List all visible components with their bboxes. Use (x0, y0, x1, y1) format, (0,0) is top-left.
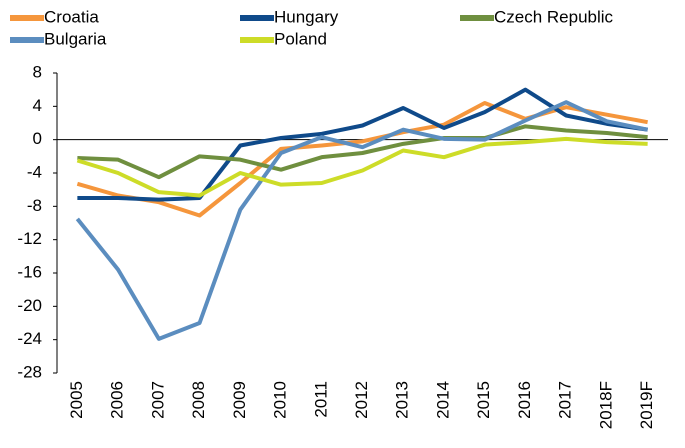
y-tick-label: -24 (17, 329, 42, 348)
y-tick-label: 0 (33, 129, 42, 148)
x-tick-label: 2017 (556, 381, 575, 419)
series-line (76, 136, 648, 198)
x-tick-label: 2006 (108, 381, 127, 419)
x-tick-label: 2009 (230, 381, 249, 419)
x-tick-label: 2012 (352, 381, 371, 419)
y-tick-label: -4 (27, 162, 42, 181)
x-tick-label: 2011 (311, 381, 330, 418)
series-line (75, 100, 649, 341)
y-tick-label: -8 (27, 196, 42, 215)
x-tick-label: 2018F (596, 381, 615, 429)
y-tick-label: -20 (17, 296, 42, 315)
legend-label: Bulgaria (44, 29, 107, 48)
y-tick-label: 4 (33, 96, 42, 115)
y-tick-label: 8 (33, 62, 42, 81)
y-tick-label: -28 (17, 362, 42, 381)
legend-label: Poland (274, 29, 327, 48)
legend-label: Croatia (44, 7, 99, 26)
x-tick-label: 2010 (271, 381, 290, 419)
x-tick-label: 2005 (67, 381, 86, 419)
x-tick-label: 2014 (433, 381, 452, 419)
x-tick-label: 2007 (148, 381, 167, 419)
legend-label: Czech Republic (494, 7, 614, 26)
series-line (76, 101, 648, 218)
x-tick-label: 2015 (474, 381, 493, 419)
x-tick-label: 2013 (393, 381, 412, 419)
series-line (77, 124, 648, 180)
legend-label: Hungary (274, 7, 339, 26)
x-tick-label: 2016 (515, 381, 534, 419)
x-tick-label: 2019F (637, 381, 656, 429)
y-tick-label: -16 (17, 262, 42, 281)
y-tick-label: -12 (17, 229, 42, 248)
x-tick-label: 2008 (189, 381, 208, 419)
